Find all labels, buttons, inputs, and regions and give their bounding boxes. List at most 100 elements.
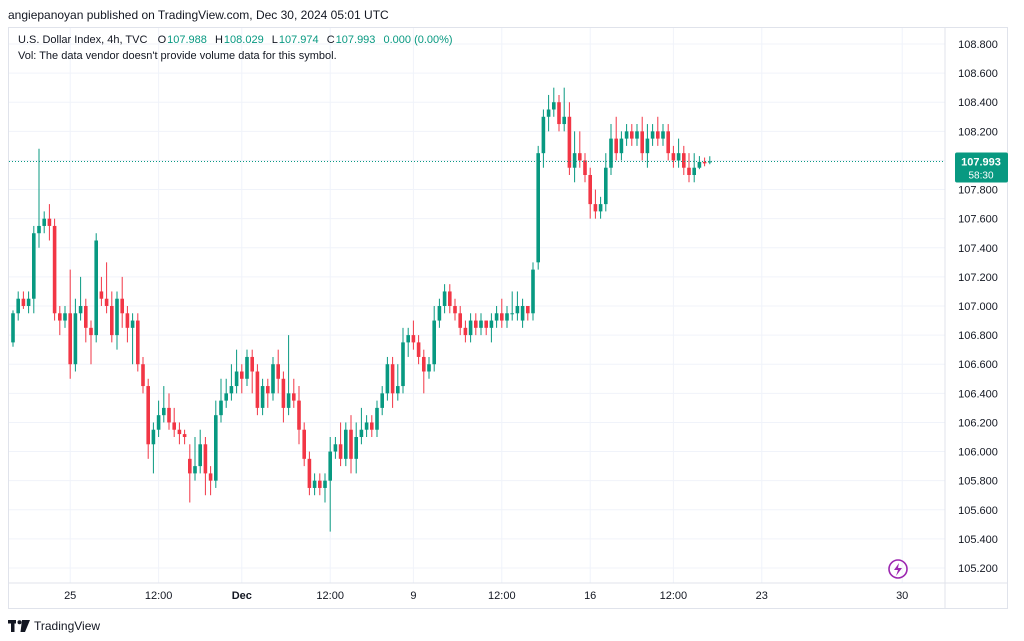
candle-body bbox=[676, 153, 681, 161]
candle-body bbox=[557, 102, 561, 125]
y-tick-label: 106.200 bbox=[958, 417, 998, 429]
candle-body bbox=[307, 458, 312, 488]
y-tick-label: 105.400 bbox=[958, 534, 998, 546]
y-tick-label: 106.000 bbox=[958, 447, 998, 459]
candle-body bbox=[562, 116, 566, 125]
candle-body bbox=[245, 356, 249, 379]
candle-body bbox=[312, 480, 317, 488]
high-label: H bbox=[214, 34, 223, 46]
candle-body bbox=[255, 371, 260, 408]
candle-body bbox=[193, 466, 197, 474]
y-tick-label: 108.400 bbox=[958, 97, 998, 109]
candle-body bbox=[84, 306, 88, 328]
x-tick-label: 12:00 bbox=[316, 590, 344, 602]
ohlc-legend: U.S. Dollar Index, 4h, TVC O107.988 H108… bbox=[18, 34, 458, 46]
candle-body bbox=[552, 102, 556, 110]
high-value: 108.029 bbox=[223, 34, 264, 46]
candle-body bbox=[593, 204, 598, 212]
candle-body bbox=[526, 306, 530, 314]
candle-body bbox=[437, 306, 442, 321]
candle-body bbox=[198, 444, 202, 467]
candle-body bbox=[546, 109, 551, 117]
x-tick-label: 12:00 bbox=[488, 590, 516, 602]
candle-body bbox=[468, 320, 473, 336]
candle-body bbox=[125, 313, 130, 328]
candle-body bbox=[370, 422, 374, 430]
candle-body bbox=[219, 400, 223, 416]
candle-body bbox=[323, 480, 327, 488]
candle-body bbox=[604, 167, 608, 205]
y-tick-label: 108.200 bbox=[958, 126, 998, 138]
symbol-title[interactable]: U.S. Dollar Index, 4h, TVC bbox=[18, 34, 148, 46]
candle-body bbox=[37, 225, 41, 234]
candle-body bbox=[572, 153, 577, 168]
candle-body bbox=[567, 116, 572, 168]
candle-body bbox=[359, 429, 364, 437]
candle-body bbox=[484, 320, 488, 328]
candle-body bbox=[458, 313, 462, 328]
candle-body bbox=[692, 167, 696, 175]
candle-body bbox=[260, 386, 265, 408]
candle-body bbox=[208, 473, 213, 481]
x-tick-label: 25 bbox=[64, 590, 76, 602]
candle-body bbox=[104, 298, 109, 306]
candle-body bbox=[115, 298, 119, 336]
candle-body bbox=[110, 306, 114, 336]
candle-body bbox=[619, 138, 624, 154]
candle-body bbox=[578, 153, 582, 161]
candle-body bbox=[416, 342, 421, 357]
candle-body bbox=[271, 364, 275, 394]
y-tick-label: 107.800 bbox=[958, 185, 998, 197]
open-value: 107.988 bbox=[167, 34, 207, 46]
candle-body bbox=[146, 386, 150, 445]
candle-body bbox=[240, 371, 244, 379]
close-value: 107.993 bbox=[335, 34, 376, 46]
candle-body bbox=[32, 233, 36, 299]
y-tick-label: 107.000 bbox=[958, 301, 998, 313]
volume-note: Vol: The data vendor doesn't provide vol… bbox=[18, 50, 337, 62]
candle-body bbox=[515, 306, 520, 314]
candle-body bbox=[661, 131, 665, 139]
footer: TradingView bbox=[8, 618, 100, 634]
chart-frame bbox=[8, 27, 1008, 609]
candle-body bbox=[583, 160, 587, 175]
brand-name: TradingView bbox=[34, 619, 101, 633]
candle-body bbox=[635, 131, 639, 139]
candle-body bbox=[292, 393, 296, 401]
lightning-icon[interactable] bbox=[888, 559, 908, 579]
candle-body bbox=[94, 240, 98, 336]
x-tick-label: 30 bbox=[896, 590, 908, 602]
candle-body bbox=[682, 153, 686, 168]
candle-body bbox=[58, 313, 62, 321]
low-value: 107.974 bbox=[278, 34, 319, 46]
candle-body bbox=[47, 218, 52, 226]
candle-body bbox=[401, 342, 405, 387]
candle-body bbox=[63, 313, 67, 321]
candle-body bbox=[167, 407, 171, 423]
x-tick-label: 12:00 bbox=[660, 590, 688, 602]
candle-body bbox=[203, 444, 208, 474]
candle-body bbox=[182, 434, 187, 437]
candle-body bbox=[624, 131, 629, 139]
candle-body bbox=[318, 480, 322, 488]
candle-body bbox=[141, 364, 145, 387]
last-price-tag: 107.993 58:30 bbox=[955, 152, 1008, 183]
y-tick-label: 106.600 bbox=[958, 359, 998, 371]
candle-body bbox=[463, 327, 468, 336]
y-tick-label: 105.800 bbox=[958, 476, 998, 488]
candle-body bbox=[281, 378, 286, 408]
low-label: L bbox=[271, 34, 278, 46]
candle-body bbox=[224, 393, 228, 401]
candle-body bbox=[702, 161, 707, 164]
candle-body bbox=[162, 407, 166, 416]
candle-body bbox=[494, 313, 499, 321]
x-tick-label: 23 bbox=[756, 590, 768, 602]
y-tick-label: 107.600 bbox=[958, 214, 998, 226]
candle-body bbox=[588, 175, 592, 205]
y-tick-label: 105.600 bbox=[958, 505, 998, 517]
candle-body bbox=[500, 313, 504, 321]
candle-body bbox=[286, 393, 291, 408]
candle-body bbox=[708, 161, 712, 163]
published-text: angiepanoyan published on TradingView.co… bbox=[8, 8, 389, 22]
